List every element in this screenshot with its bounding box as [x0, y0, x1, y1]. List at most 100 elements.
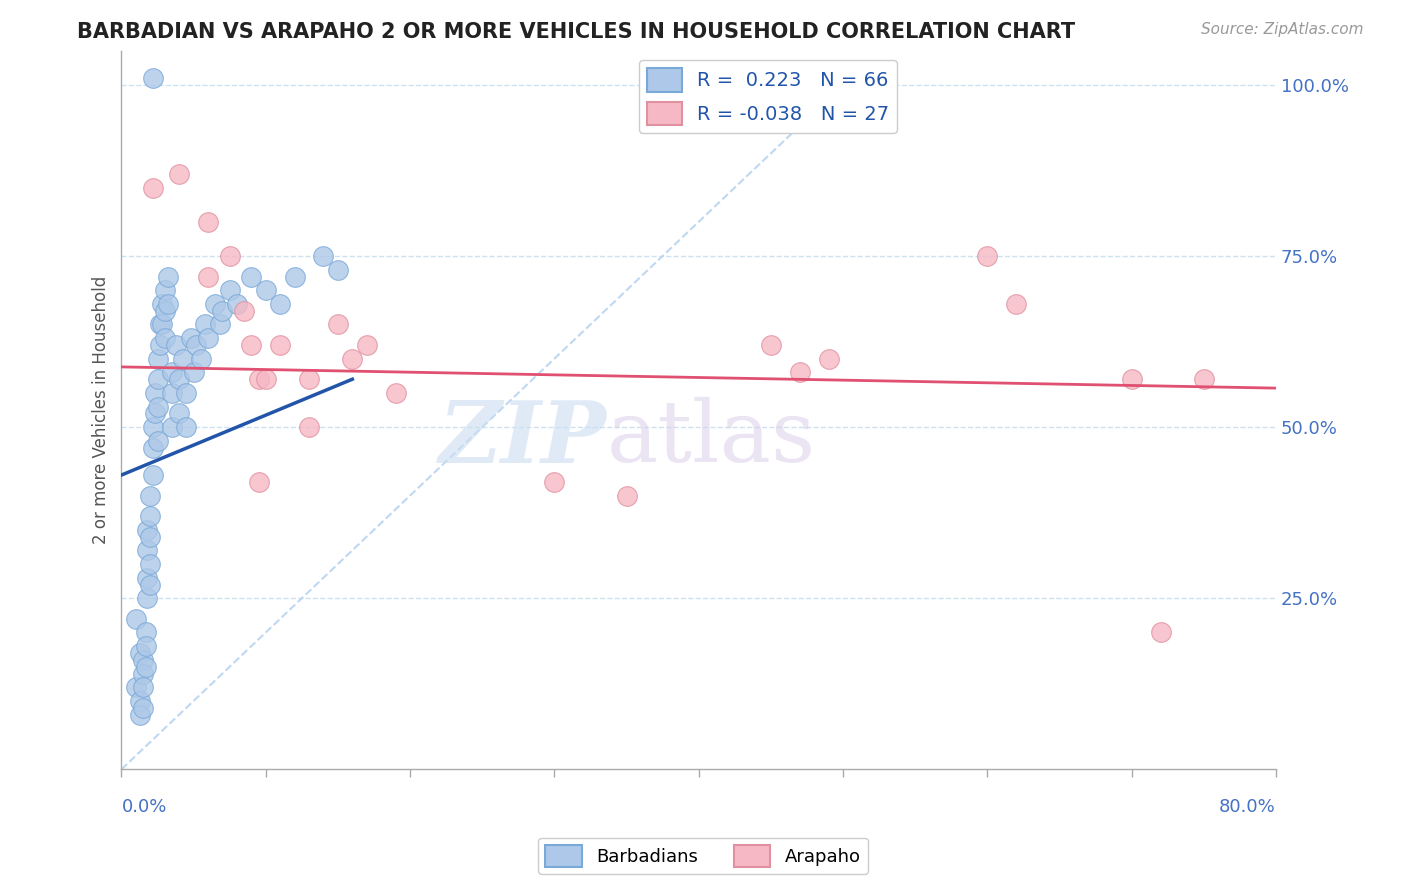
Point [312, 249, 335, 263]
Text: Source: ZipAtlas.com: Source: ZipAtlas.com [1201, 22, 1364, 37]
Point [342, 351, 364, 366]
Point [197, 215, 219, 229]
Point [156, 297, 179, 311]
Point [789, 365, 811, 379]
Point [156, 269, 179, 284]
Point [129, 646, 152, 660]
Point [146, 372, 169, 386]
Point [160, 420, 183, 434]
Point [139, 509, 162, 524]
Point [240, 269, 263, 284]
Point [132, 700, 155, 714]
Point [167, 406, 190, 420]
Point [616, 489, 638, 503]
Point [817, 351, 839, 366]
Point [129, 707, 152, 722]
Point [1005, 297, 1028, 311]
Point [356, 338, 378, 352]
Point [160, 365, 183, 379]
Point [139, 489, 162, 503]
Point [173, 351, 195, 366]
Point [142, 468, 165, 483]
Text: atlas: atlas [606, 397, 815, 481]
Point [976, 249, 998, 263]
Point [197, 269, 219, 284]
Point [142, 180, 165, 194]
Point [153, 283, 176, 297]
Point [146, 400, 169, 414]
Point [176, 420, 198, 434]
Y-axis label: 2 or more Vehicles in Household: 2 or more Vehicles in Household [93, 276, 110, 544]
Point [132, 680, 155, 694]
Point [543, 475, 565, 489]
Point [139, 530, 162, 544]
Point [142, 420, 165, 434]
Point [298, 372, 321, 386]
Point [165, 338, 187, 352]
Point [135, 639, 157, 653]
Point [135, 625, 157, 640]
Point [247, 475, 270, 489]
Point [197, 331, 219, 345]
Point [208, 318, 231, 332]
Point [132, 653, 155, 667]
Point [269, 297, 291, 311]
Point [149, 338, 172, 352]
Legend: R =  0.223   N = 66, R = -0.038   N = 27: R = 0.223 N = 66, R = -0.038 N = 27 [640, 61, 897, 133]
Point [136, 571, 159, 585]
Point [240, 338, 263, 352]
Text: ZIP: ZIP [439, 397, 606, 481]
Point [247, 372, 270, 386]
Legend: Barbadians, Arapaho: Barbadians, Arapaho [538, 838, 868, 874]
Point [146, 351, 169, 366]
Point [254, 372, 277, 386]
Point [218, 283, 240, 297]
Point [183, 365, 205, 379]
Text: BARBADIAN VS ARAPAHO 2 OR MORE VEHICLES IN HOUSEHOLD CORRELATION CHART: BARBADIAN VS ARAPAHO 2 OR MORE VEHICLES … [77, 22, 1076, 42]
Point [167, 372, 190, 386]
Point [136, 523, 159, 537]
Point [326, 318, 349, 332]
Point [139, 577, 162, 591]
Point [132, 666, 155, 681]
Point [284, 269, 307, 284]
Text: 0.0%: 0.0% [121, 798, 167, 816]
Point [326, 262, 349, 277]
Point [142, 441, 165, 455]
Point [218, 249, 240, 263]
Point [225, 297, 247, 311]
Point [143, 385, 166, 400]
Point [146, 434, 169, 448]
Point [135, 659, 157, 673]
Text: 80.0%: 80.0% [1219, 798, 1277, 816]
Point [139, 557, 162, 571]
Point [233, 303, 256, 318]
Point [129, 694, 152, 708]
Point [759, 338, 782, 352]
Point [254, 283, 277, 297]
Point [190, 351, 212, 366]
Point [150, 318, 173, 332]
Point [269, 338, 291, 352]
Point [1192, 372, 1215, 386]
Point [149, 318, 172, 332]
Point [176, 385, 198, 400]
Point [180, 331, 202, 345]
Point [150, 297, 173, 311]
Point [153, 303, 176, 318]
Point [1149, 625, 1171, 640]
Point [125, 612, 148, 626]
Point [384, 385, 406, 400]
Point [186, 338, 208, 352]
Point [136, 591, 159, 606]
Point [136, 543, 159, 558]
Point [160, 385, 183, 400]
Point [167, 167, 190, 181]
Point [142, 71, 165, 86]
Point [1121, 372, 1143, 386]
Point [125, 680, 148, 694]
Point [211, 303, 233, 318]
Point [143, 406, 166, 420]
Point [204, 297, 226, 311]
Point [298, 420, 321, 434]
